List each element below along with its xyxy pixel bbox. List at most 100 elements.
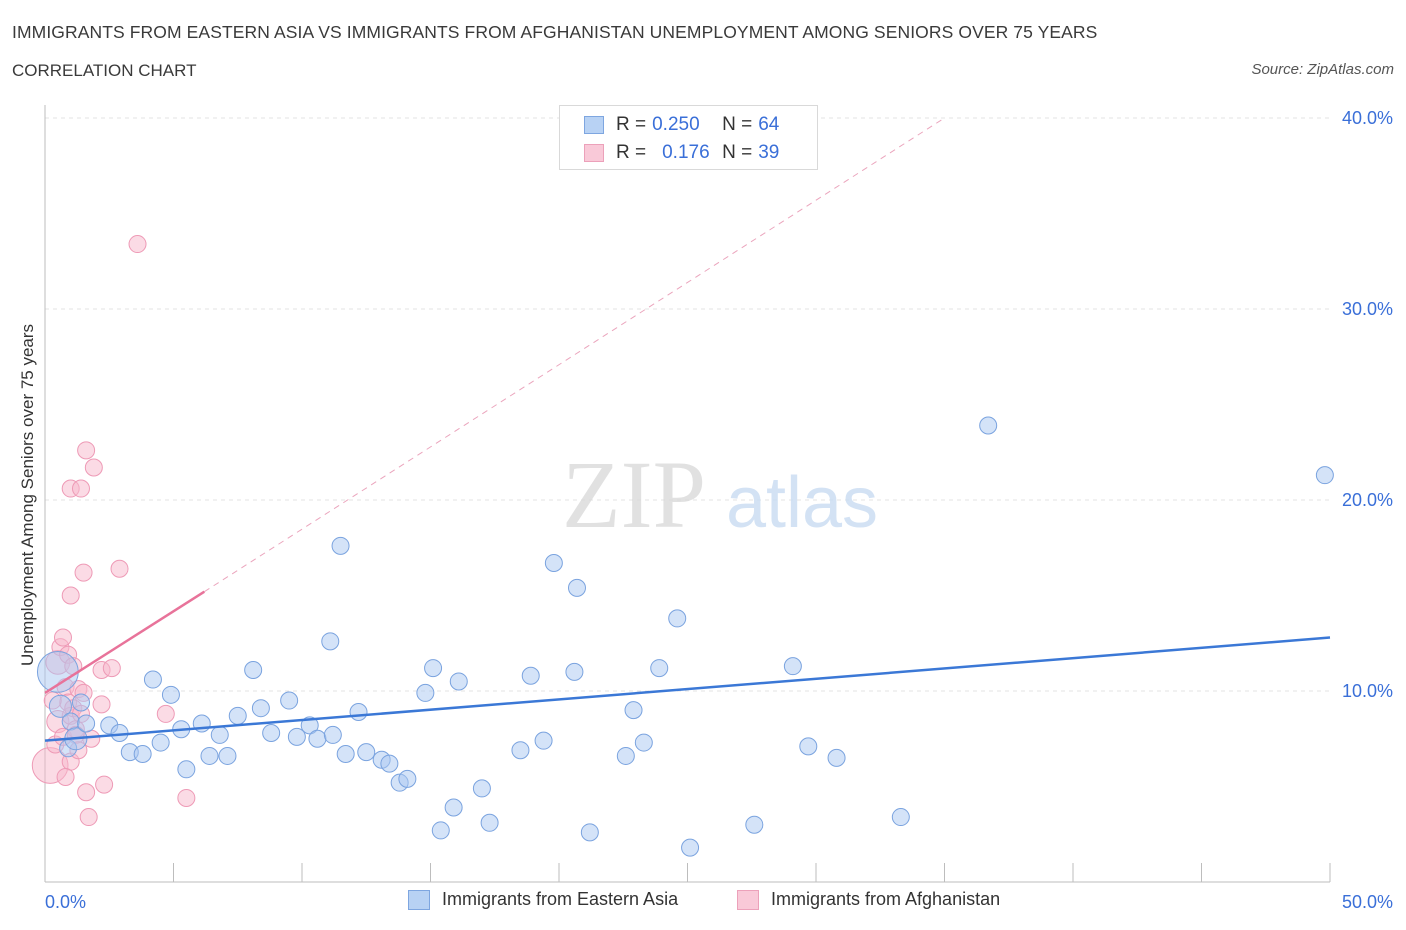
eastern-asia-point	[511, 741, 530, 760]
eastern-asia-point	[177, 760, 196, 779]
bottom-legend-swatch-pink	[737, 889, 759, 910]
afghanistan-point	[74, 563, 93, 582]
eastern-asia-point	[336, 745, 355, 764]
legend-n-label: N =	[722, 142, 753, 163]
eastern-asia-point	[161, 685, 180, 704]
eastern-asia-point	[218, 746, 237, 765]
eastern-asia-point	[668, 609, 687, 628]
y-tick-label: 30.0%	[1342, 299, 1393, 319]
eastern-asia-point	[580, 823, 599, 842]
legend-r-value: 0.250	[652, 114, 700, 135]
afghanistan-point	[84, 458, 103, 477]
watermark: ZIP atlas	[562, 441, 878, 548]
eastern-asia-point	[472, 779, 491, 798]
trend-lines	[44, 117, 1331, 742]
eastern-asia-point	[323, 725, 342, 744]
eastern-asia-point	[431, 821, 450, 840]
eastern-asia-point	[565, 662, 584, 681]
x-tick-label: 0.0%	[45, 892, 86, 912]
eastern-asia-point	[300, 716, 319, 735]
series-eastern-asia	[36, 416, 1334, 857]
eastern-asia-point	[1315, 466, 1334, 485]
eastern-asia-point	[287, 727, 306, 746]
chart-title: IMMIGRANTS FROM EASTERN ASIA VS IMMIGRAN…	[12, 22, 1098, 42]
tick-labels: 10.0% 20.0% 30.0% 40.0% 0.0% 50.0%	[45, 108, 1393, 912]
eastern-asia-point	[681, 838, 700, 857]
eastern-asia-point	[979, 416, 998, 435]
eastern-asia-point	[244, 660, 263, 679]
bottom-legend-afghanistan: Immigrants from Afghanistan	[737, 889, 1000, 910]
x-tick-label: 50.0%	[1342, 892, 1393, 912]
eastern-asia-point	[534, 731, 553, 750]
afghanistan-trend-extension	[204, 117, 945, 593]
afghanistan-point	[77, 441, 96, 460]
legend-n-value: 64	[758, 114, 780, 135]
bottom-legend-label: Immigrants from Afghanistan	[771, 889, 1001, 909]
eastern-asia-point	[357, 743, 376, 762]
eastern-asia-point	[210, 725, 229, 744]
eastern-asia-point	[745, 815, 764, 834]
eastern-asia-point	[416, 683, 435, 702]
eastern-asia-point	[783, 657, 802, 676]
bottom-legend-eastern-asia: Immigrants from Eastern Asia	[408, 889, 678, 910]
legend: R = 0.250 N = 64 R = 0.176 N = 39	[559, 105, 818, 170]
eastern-asia-point	[262, 724, 281, 743]
eastern-asia-point	[650, 659, 669, 678]
afghanistan-point	[156, 704, 175, 723]
eastern-asia-point	[616, 746, 635, 765]
eastern-asia-point	[143, 670, 162, 689]
eastern-asia-point	[891, 808, 910, 827]
legend-r-value: 0.176	[662, 142, 710, 163]
watermark-zip: ZIP	[562, 441, 706, 548]
y-tick-label: 40.0%	[1342, 108, 1393, 128]
legend-r-label: R =	[616, 114, 647, 135]
eastern-asia-point	[151, 733, 170, 752]
afghanistan-point	[53, 628, 72, 647]
afghanistan-point	[61, 586, 80, 605]
afghanistan-trend-line	[44, 590, 206, 694]
eastern-asia-point	[133, 745, 152, 764]
eastern-asia-point	[48, 694, 72, 718]
legend-swatch-blue	[584, 116, 604, 134]
eastern-asia-trend-line	[44, 636, 1331, 742]
y-tick-label: 20.0%	[1342, 490, 1393, 510]
source-label: Source: ZipAtlas.com	[1251, 61, 1394, 78]
eastern-asia-point	[544, 554, 563, 573]
eastern-asia-point	[200, 746, 219, 765]
eastern-asia-point	[251, 699, 270, 718]
afghanistan-point	[102, 659, 121, 678]
eastern-asia-point	[280, 691, 299, 710]
afghanistan-point	[79, 808, 98, 827]
eastern-asia-point	[349, 703, 368, 722]
eastern-asia-point	[331, 536, 350, 555]
legend-n-label: N =	[722, 114, 753, 135]
afghanistan-point	[128, 235, 147, 254]
eastern-asia-point	[480, 813, 499, 832]
eastern-asia-point	[444, 798, 463, 817]
eastern-asia-point	[827, 748, 846, 767]
eastern-asia-point	[424, 659, 443, 678]
y-axis-label: Unemployment Among Seniors over 75 years	[18, 323, 37, 667]
eastern-asia-point	[624, 701, 643, 720]
eastern-asia-point	[321, 632, 340, 651]
legend-n-value: 39	[758, 142, 780, 163]
eastern-asia-point	[567, 578, 586, 597]
afghanistan-point	[71, 479, 90, 498]
eastern-asia-point	[449, 672, 468, 691]
eastern-asia-point	[77, 714, 96, 733]
bottom-legend-swatch-blue	[408, 889, 430, 910]
eastern-asia-point	[398, 769, 417, 788]
afghanistan-point	[92, 695, 111, 714]
afghanistan-point	[110, 559, 129, 578]
watermark-atlas: atlas	[726, 463, 878, 543]
eastern-asia-point	[380, 754, 399, 773]
legend-r-label: R =	[616, 142, 647, 163]
eastern-asia-point	[71, 693, 90, 712]
legend-row-eastern-asia: R = 0.250 N = 64	[584, 114, 779, 136]
eastern-asia-point	[308, 729, 327, 748]
afghanistan-point	[95, 775, 114, 794]
afghanistan-point	[177, 788, 196, 807]
chart-subtitle: CORRELATION CHART	[12, 61, 197, 80]
afghanistan-point	[77, 783, 96, 802]
